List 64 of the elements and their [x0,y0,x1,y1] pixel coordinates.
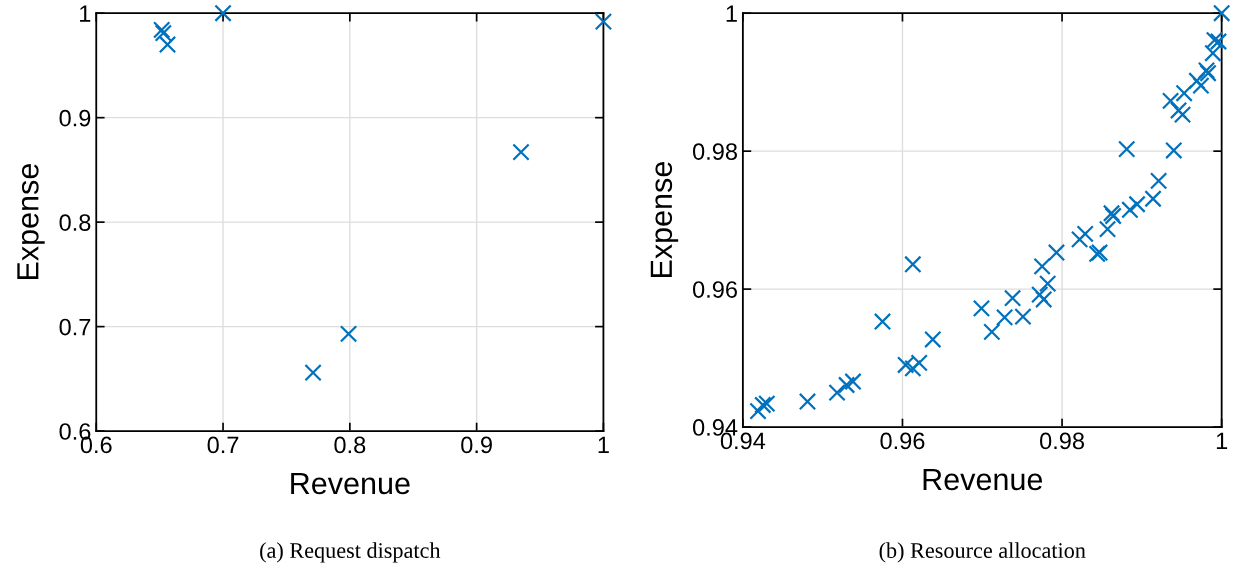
point [873,312,892,331]
point [1033,257,1051,276]
point [1034,290,1053,309]
x-axis-title: Revenue [923,468,1043,491]
point [512,143,530,161]
point [1047,243,1066,262]
y-tick-label: 0.96 [692,281,737,298]
point [1209,32,1228,51]
point [1149,172,1168,190]
x-tick-label: 0.9 [461,436,492,454]
point [594,12,613,31]
point [1175,84,1193,102]
point [1212,4,1231,22]
point [749,402,767,420]
y-tick-label: 0.98 [692,143,737,160]
point [1169,101,1188,120]
point [214,4,232,22]
point [1192,76,1210,95]
point [1144,190,1162,208]
point [1205,31,1224,49]
x-tick-label: 0.7 [207,436,239,454]
point [828,383,846,402]
point [1204,44,1222,62]
point [1076,225,1094,243]
point [1030,285,1049,304]
point [904,255,922,274]
point [1121,201,1139,219]
point [972,299,991,318]
y-tick-label: 0.7 [59,318,91,336]
point [1003,289,1022,307]
x-tick-label: 0.98 [1040,432,1085,450]
point [924,330,942,349]
point [1128,195,1146,214]
point [758,394,776,413]
y-tick-label: 1 [80,5,91,22]
point [983,323,1001,341]
point [1098,220,1117,238]
x-tick-label: 1 [1216,432,1228,450]
x-axis-title: Revenue [291,472,410,495]
point [754,396,772,414]
text: (a) Request dispatch [260,542,441,563]
point [837,376,856,394]
point [1188,72,1206,90]
y-tick-label: 0.9 [59,109,91,127]
point [844,372,862,391]
point [1038,274,1057,293]
y-tick-label: 0.8 [59,214,91,231]
point [904,359,922,378]
y-tick-label: 1 [726,5,737,22]
point [1161,92,1180,110]
point [1117,140,1136,158]
y-axis-title: Expense [17,164,45,280]
point [158,35,177,54]
point [1173,105,1192,124]
point [304,363,322,382]
x-tick-label: 1 [598,436,609,454]
point [798,392,817,411]
point [339,325,358,343]
point [1070,230,1089,249]
y-axis-title: Expense [650,162,679,278]
x-tick-label: 0.8 [334,436,366,454]
text: (b) Resource allocation [879,542,1086,563]
point [1165,141,1183,160]
x-tick-label: 0.96 [880,432,925,450]
